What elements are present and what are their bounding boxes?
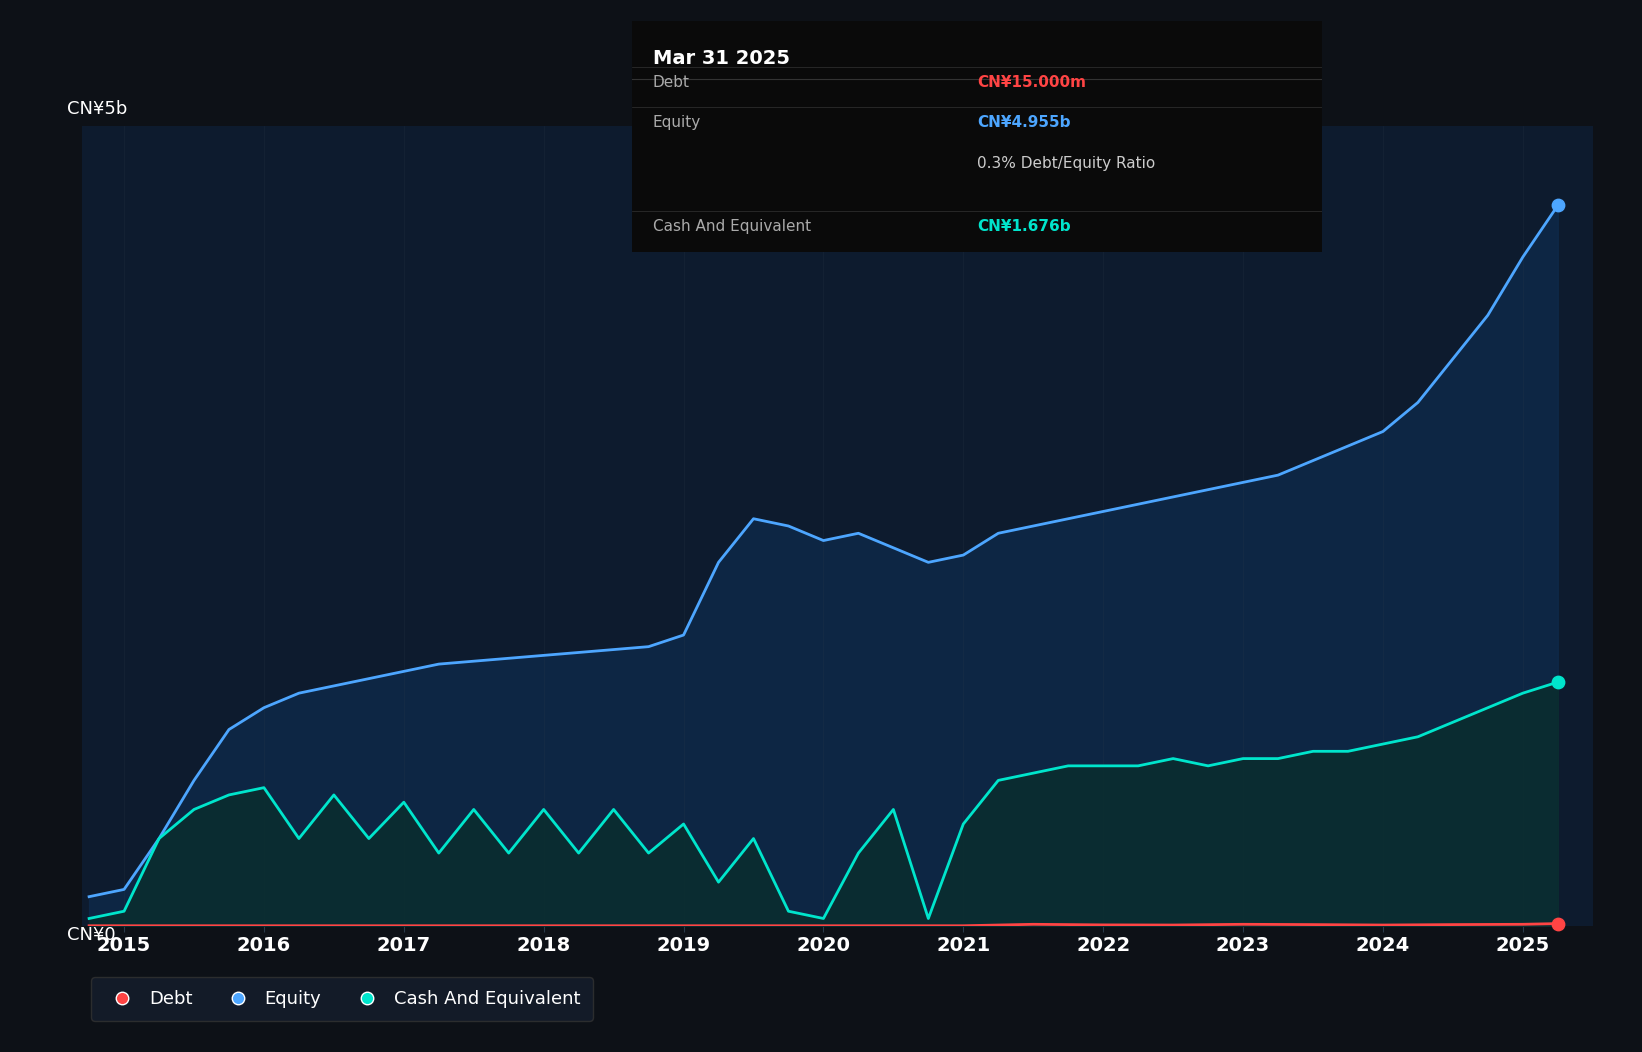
Text: 0.3% Debt/Equity Ratio: 0.3% Debt/Equity Ratio xyxy=(977,157,1156,171)
Text: CN¥4.955b: CN¥4.955b xyxy=(977,115,1071,129)
Text: Debt: Debt xyxy=(654,76,690,90)
Point xyxy=(1545,915,1571,932)
Point xyxy=(1545,673,1571,690)
Legend: Debt, Equity, Cash And Equivalent: Debt, Equity, Cash And Equivalent xyxy=(90,977,593,1020)
Text: Equity: Equity xyxy=(654,115,701,129)
Point xyxy=(1545,197,1571,214)
Text: CN¥1.676b: CN¥1.676b xyxy=(977,219,1071,234)
Text: Mar 31 2025: Mar 31 2025 xyxy=(654,48,790,67)
Text: CN¥0: CN¥0 xyxy=(67,926,115,944)
Text: CN¥15.000m: CN¥15.000m xyxy=(977,76,1085,90)
Text: CN¥5b: CN¥5b xyxy=(67,100,128,118)
Text: Cash And Equivalent: Cash And Equivalent xyxy=(654,219,811,234)
